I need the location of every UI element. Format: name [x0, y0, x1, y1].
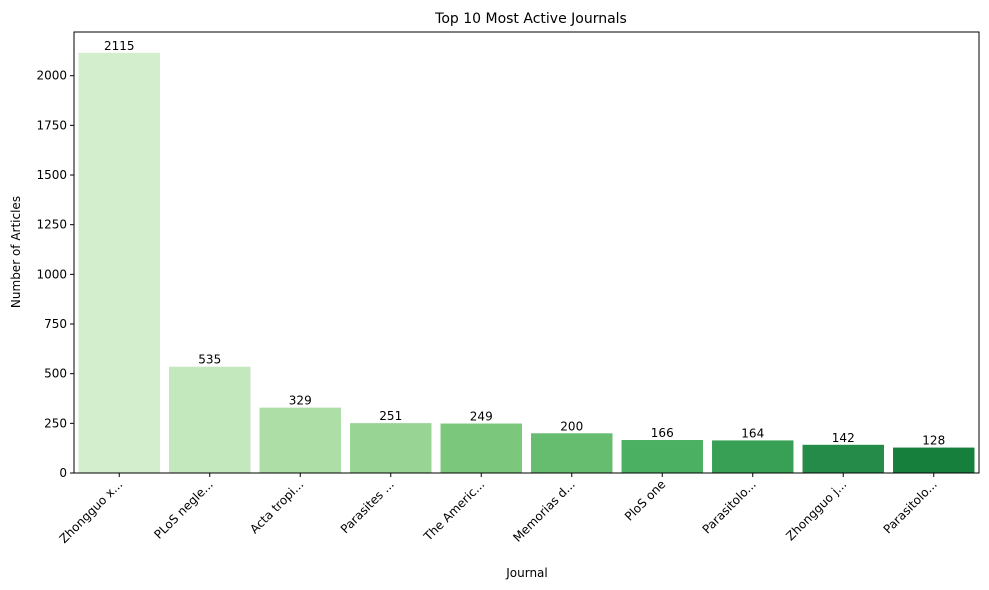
data-label-9: 142 — [832, 431, 855, 445]
y-tick-label-2: 250 — [44, 416, 67, 430]
data-label-7: 166 — [651, 426, 674, 440]
x-axis: Zhongguo x... PLoS negle... Acta tropi... P… — [57, 473, 940, 546]
chart-title: Top 10 Most Active Journals — [434, 11, 627, 27]
y-tick-label-6: 1250 — [36, 218, 67, 232]
y-tick-label-9: 2000 — [36, 69, 67, 83]
bar-1 — [78, 52, 160, 474]
data-label-1: 2115 — [104, 39, 135, 53]
bar-10 — [893, 447, 975, 473]
y-tick-label-1: 0 — [59, 466, 67, 480]
data-label-5: 249 — [470, 410, 493, 424]
data-label-2: 535 — [198, 353, 221, 367]
y-tick-label-3: 500 — [44, 367, 67, 381]
y-tick-label-5: 1000 — [36, 267, 67, 281]
data-label-10: 128 — [922, 434, 945, 448]
bar-2 — [169, 366, 251, 473]
bar-4 — [350, 423, 432, 473]
x-tick-label-1: Zhongguo x... — [57, 477, 126, 546]
x-tick-label-8: Parasitolo... — [700, 477, 759, 536]
plot-frame — [73, 31, 980, 474]
bar-3 — [259, 407, 341, 473]
data-label-3: 329 — [289, 394, 312, 408]
y-tick-label-4: 750 — [44, 317, 67, 331]
y-axis-title: Number of Articles — [9, 196, 23, 308]
bar-5 — [440, 423, 522, 473]
data-label-4: 251 — [379, 409, 402, 423]
x-tick-label-5: The Americ... — [420, 477, 487, 544]
bar-9 — [802, 444, 884, 473]
y-axis: 0 250 500 750 1000 1250 1500 1750 2000 — [36, 69, 74, 480]
bar-8 — [712, 440, 794, 473]
y-tick-label-8: 1750 — [36, 118, 67, 132]
y-tick-label-7: 1500 — [36, 168, 67, 182]
data-labels-group: 2115 535 329 251 249 200 166 164 142 128 — [104, 39, 945, 448]
x-tick-label-2: PLoS negle... — [151, 477, 216, 542]
bar-6 — [531, 433, 613, 473]
data-label-6: 200 — [560, 419, 583, 433]
data-label-8: 164 — [741, 426, 764, 440]
x-tick-label-10: Parasitolo... — [881, 477, 940, 536]
x-tick-label-9: Zhongguo j... — [783, 477, 849, 543]
bars-group — [78, 52, 975, 474]
x-tick-label-4: Parasites ... — [338, 477, 397, 536]
x-axis-title: Journal — [505, 566, 548, 580]
x-tick-label-6: Memorias d... — [510, 477, 578, 545]
x-tick-label-3: Acta tropi... — [247, 477, 306, 536]
bar-7 — [621, 440, 703, 473]
x-tick-label-7: PloS one — [622, 477, 668, 523]
